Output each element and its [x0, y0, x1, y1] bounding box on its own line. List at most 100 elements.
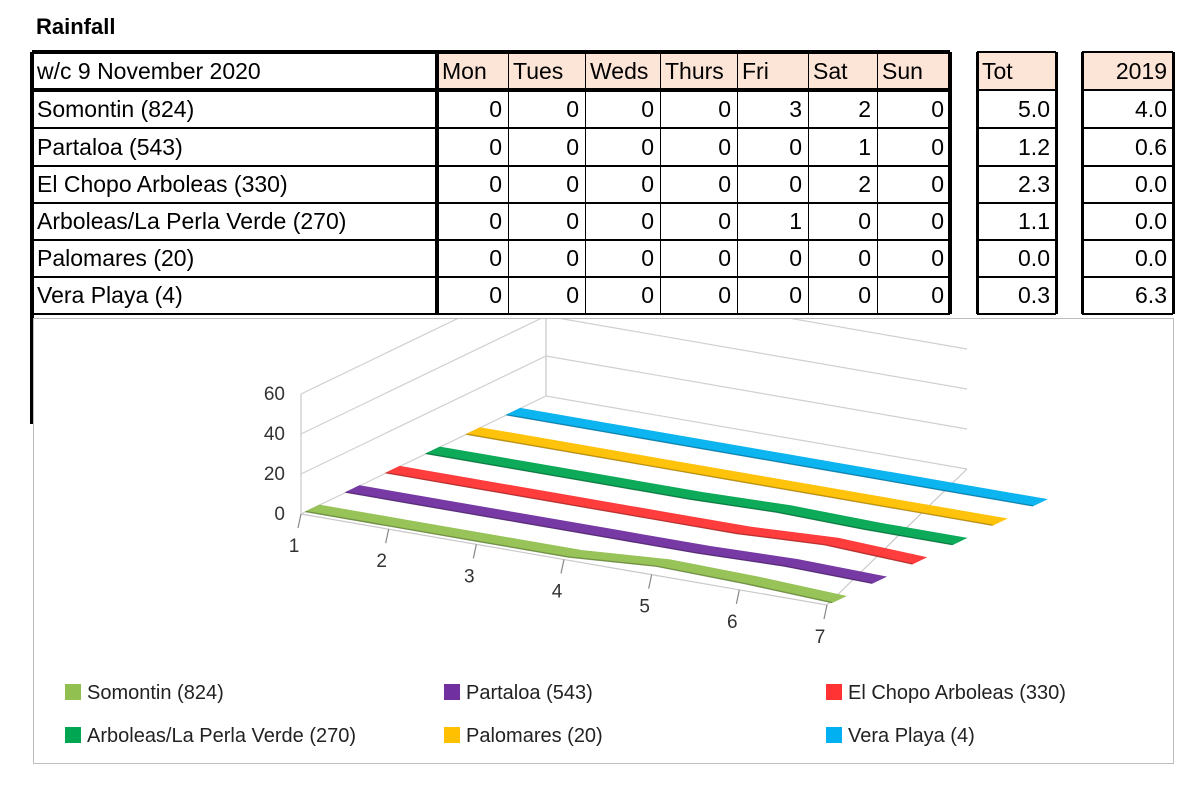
rain-cell: 1 [789, 208, 802, 234]
prev-year-cell: 0.6 [1135, 133, 1167, 160]
rain-cell: 2 [858, 95, 871, 122]
prev-year-cell: 0.0 [1135, 208, 1167, 234]
x-tick [297, 513, 302, 529]
rain-cell: 0 [789, 171, 802, 197]
tot-row-line [977, 276, 1056, 278]
prev-year-cell: 6.3 [1135, 282, 1167, 308]
sheet-title: Rainfall [36, 14, 116, 39]
x-tick [735, 589, 740, 604]
rain-cell: 0 [566, 208, 579, 234]
prev-year-row-line [1082, 165, 1173, 167]
prev-year-row-line [1082, 127, 1173, 129]
tot-cell: 0.0 [1018, 245, 1050, 271]
day-header-0: Mon [437, 52, 508, 90]
rain-cell: 0 [858, 208, 871, 234]
legend-swatch [65, 684, 81, 700]
tot-row-line [977, 239, 1056, 241]
rain-cell: 0 [789, 282, 802, 308]
rain-cell: 0 [858, 245, 871, 271]
rain-cell: 3 [789, 95, 802, 122]
rain-cell: 0 [641, 282, 654, 308]
series-ribbon-edge-5 [506, 414, 1033, 507]
tot-cell: 1.1 [1018, 208, 1050, 234]
tot-row-line [977, 51, 1056, 53]
x-tick-label: 1 [289, 536, 300, 557]
rain-cell: 0 [789, 245, 802, 271]
table-row-line [32, 239, 950, 241]
table-col-line [807, 52, 809, 314]
day-header-5: Sat [808, 52, 877, 90]
rain-cell: 0 [641, 133, 654, 160]
series-ribbon-edge-2 [386, 472, 913, 565]
tot-col-line [976, 52, 979, 314]
rain-cell: 0 [718, 208, 731, 234]
day-header-4: Fri [737, 52, 808, 90]
series-ribbon-1 [344, 485, 888, 584]
table-col-line [584, 52, 586, 314]
tot-row-line [977, 127, 1056, 129]
prev-year-cell: 4.0 [1135, 95, 1167, 122]
rain-cell: 0 [489, 133, 502, 160]
rain-cell: 0 [931, 282, 944, 308]
rain-cell: 0 [641, 208, 654, 234]
table-col-line [948, 52, 952, 314]
tot-row-line [977, 89, 1056, 91]
rain-cell: 0 [931, 245, 944, 271]
rain-cell: 1 [858, 133, 871, 160]
tot-cell: 1.2 [1018, 133, 1050, 160]
rain-cell: 0 [566, 282, 579, 308]
x-tick-label: 6 [727, 612, 738, 633]
series-ribbon-edge-1 [345, 491, 873, 585]
legend-swatch [65, 727, 81, 743]
table-col-line [659, 52, 661, 314]
rain-cell: 0 [718, 282, 731, 308]
rain-cell: 0 [931, 133, 944, 160]
rain-cell: 0 [566, 133, 579, 160]
table-row-line [32, 127, 950, 129]
day-header-1: Tues [508, 52, 585, 90]
y-tick-label: 40 [264, 424, 285, 445]
x-tick [385, 529, 390, 544]
legend-swatch [826, 684, 842, 700]
legend-label: El Chopo Arboleas (330) [848, 682, 1066, 704]
series-ribbon-edge-3 [426, 452, 953, 546]
table-col-line [736, 52, 738, 314]
rain-cell: 0 [641, 95, 654, 122]
series-ribbon-edge-4 [466, 433, 993, 526]
rain-cell: 0 [489, 208, 502, 234]
station-name: Partaloa (543) [37, 133, 183, 160]
station-name: Vera Playa (4) [37, 282, 183, 308]
legend-label: Partaloa (543) [466, 682, 593, 704]
table-row-line [32, 88, 950, 92]
rain-cell: 0 [489, 171, 502, 197]
x-tick [472, 544, 477, 559]
prev-year-header: 2019 [1082, 52, 1173, 90]
legend-label: Vera Playa (4) [848, 725, 975, 747]
legend-swatch [444, 684, 460, 700]
rain-cell: 0 [858, 282, 871, 308]
rain-cell: 0 [641, 245, 654, 271]
prev-year-row-line [1082, 89, 1173, 91]
y-tick-label: 60 [264, 384, 285, 405]
x-tick [823, 604, 828, 620]
rain-cell: 0 [641, 171, 654, 197]
table-row-line [32, 202, 950, 204]
x-tick [648, 574, 653, 589]
table-row-line [32, 50, 950, 54]
prev-year-col-line [1081, 52, 1084, 314]
rain-cell: 0 [566, 245, 579, 271]
tot-header: Tot [977, 52, 1056, 90]
rain-cell: 0 [931, 95, 944, 122]
station-name: Palomares (20) [37, 245, 195, 271]
rain-cell: 0 [566, 171, 579, 197]
x-tick-label: 2 [376, 551, 387, 572]
series-ribbon-0 [304, 504, 847, 604]
x-tick-label: 5 [639, 597, 650, 618]
rain-cell: 0 [718, 245, 731, 271]
x-tick-label: 3 [464, 566, 475, 587]
prev-year-cell: 0.0 [1135, 171, 1167, 197]
rain-cell: 0 [789, 133, 802, 160]
series-ribbon-edge-0 [305, 510, 833, 604]
chart-canvas: 0 20 40 60 1 2 3 4 5 6 7 Somontin (824) Partaloa (54… [65, 275, 1066, 747]
rain-cell: 0 [566, 95, 579, 122]
